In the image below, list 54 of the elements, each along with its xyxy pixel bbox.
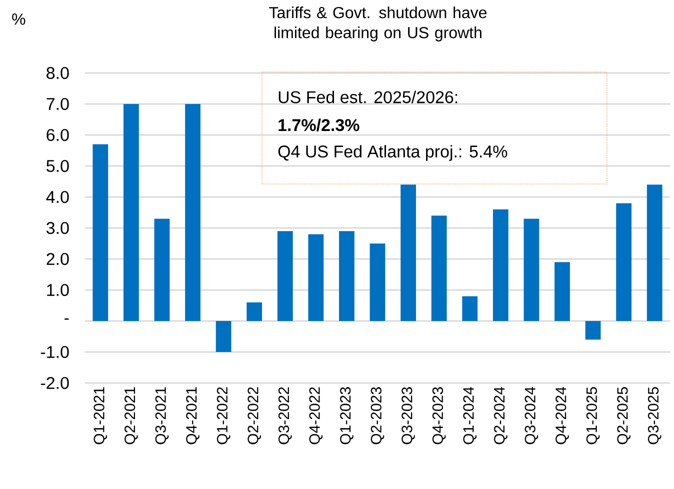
- x-tick-label: Q1-2022: [216, 387, 230, 444]
- bar: [246, 302, 262, 321]
- y-tick-label: 5.0: [46, 160, 69, 172]
- x-tick-label: Q3-2023: [402, 387, 415, 444]
- y-tick-label: 2.0: [46, 252, 69, 266]
- bar: [616, 203, 632, 321]
- bar: [154, 218, 170, 321]
- bar: [339, 231, 354, 321]
- bar: [462, 296, 478, 321]
- bar: [92, 144, 108, 321]
- bar: [431, 216, 447, 321]
- bar: [123, 104, 139, 321]
- x-tick-label: Q2-2023: [370, 387, 384, 444]
- bar: [308, 234, 324, 321]
- x-tick-label: Q1-2024: [463, 386, 477, 444]
- annotation: Q4 US Fed Atlanta proj.: 5.4%: [278, 145, 508, 161]
- x-tick-label: Q3-2022: [278, 387, 292, 444]
- y-tick-label: -: [64, 318, 69, 320]
- x-tick-label: Q3-2021: [155, 387, 169, 444]
- annotation: 1.7%/2.3%: [278, 118, 360, 132]
- bar: [277, 231, 293, 321]
- annotation: US Fed est. 2025/2026:: [278, 90, 458, 104]
- x-tick-label: Q1-2023: [340, 387, 354, 444]
- x-tick-label: Q3-2025: [648, 387, 662, 444]
- y-tick-label: -2.0: [40, 376, 69, 390]
- x-tick-label: Q2-2021: [124, 387, 138, 444]
- y-tick-label: -1.0: [40, 346, 69, 358]
- y-tick-label: 3.0: [46, 222, 69, 234]
- x-tick-label: Q3-2024: [524, 386, 538, 444]
- bar: [554, 262, 570, 321]
- bar: [492, 209, 508, 321]
- y-tick-label: 1.0: [47, 284, 69, 296]
- x-tick-label: Q4-2024: [556, 386, 569, 444]
- x-tick-label: Q4-2023: [432, 387, 446, 444]
- y-tick-label: 4.0: [46, 190, 69, 204]
- bar: [185, 104, 200, 321]
- chart-title: Tariffs & Govt. shutdown have limited bearing on US growth: [269, 6, 487, 42]
- y-tick-label: 7.0: [46, 98, 69, 110]
- x-tick-label: Q1-2025: [586, 387, 600, 444]
- x-tick-label: Q2-2022: [248, 387, 262, 444]
- y-tick-label: 8.0: [46, 66, 69, 80]
- bar: [370, 243, 386, 321]
- bar: [216, 320, 232, 352]
- x-tick-label: Q2-2025: [617, 387, 630, 444]
- y-axis-title: %: [12, 14, 26, 25]
- y-tick-label: 6.0: [46, 128, 69, 142]
- bar: [400, 184, 416, 321]
- bar: [585, 320, 601, 340]
- x-tick-label: Q2-2024: [494, 386, 508, 444]
- bar: [524, 218, 540, 321]
- x-tick-label: Q1-2021: [94, 387, 108, 444]
- x-tick-label: Q4-2022: [309, 387, 323, 444]
- x-tick-label: Q4-2021: [186, 387, 200, 444]
- bar: [646, 184, 662, 321]
